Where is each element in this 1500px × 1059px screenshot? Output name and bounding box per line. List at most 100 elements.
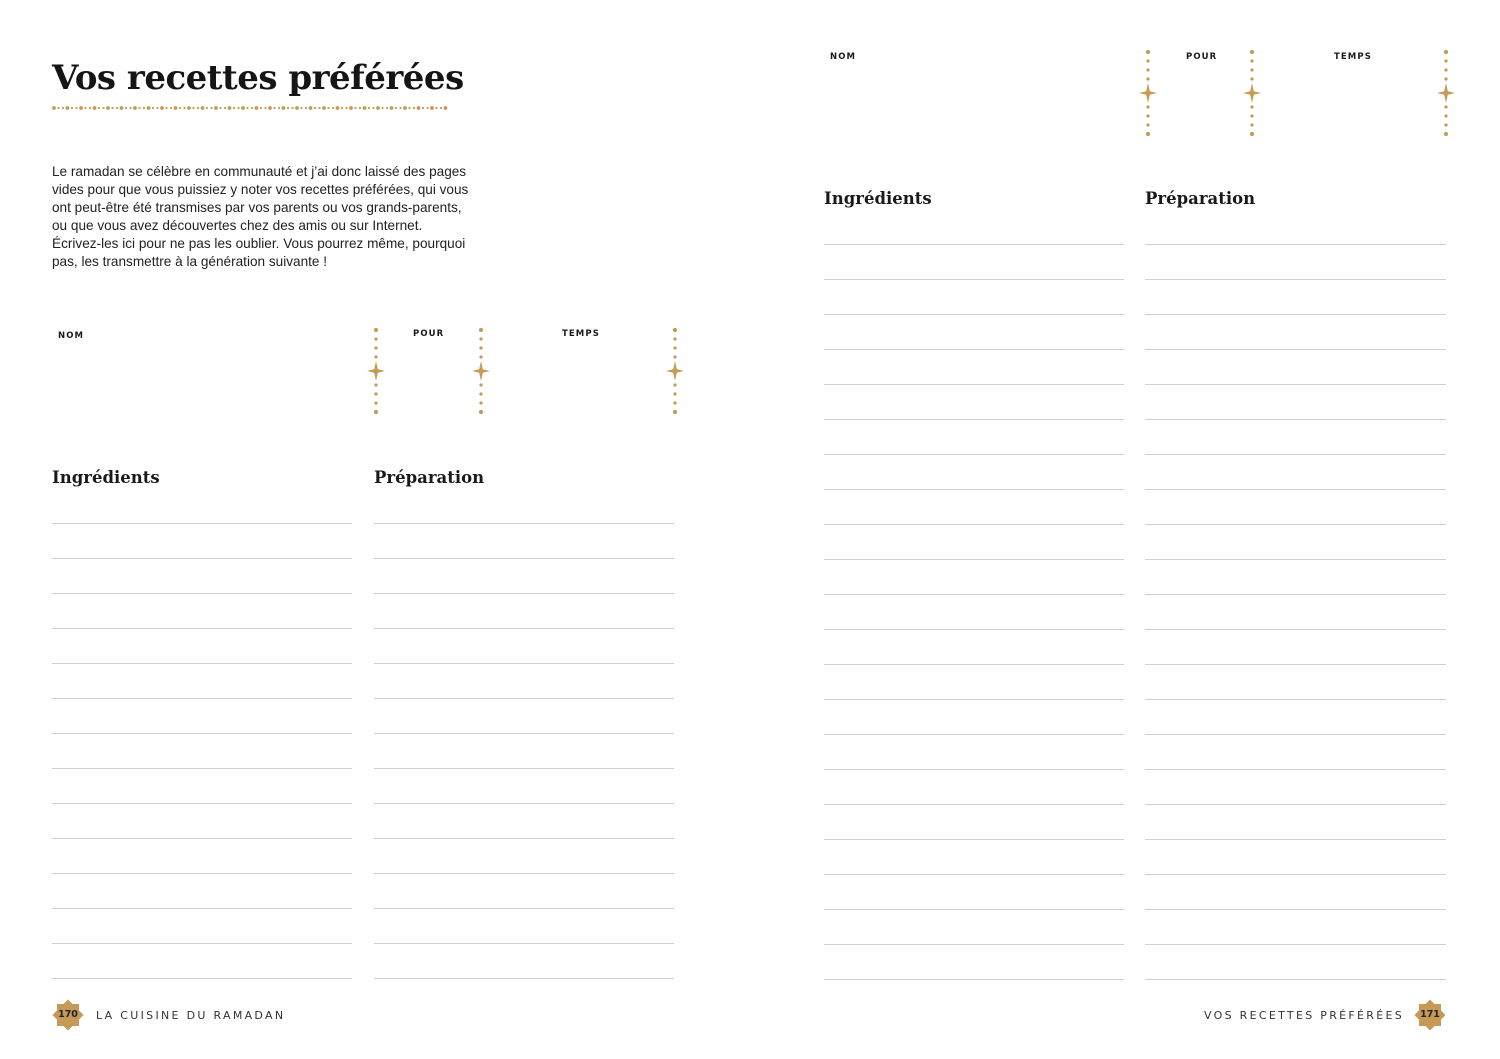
writing-line[interactable] (52, 943, 352, 944)
title-rule-dot (327, 106, 330, 110)
writing-line[interactable] (1145, 874, 1446, 875)
writing-line[interactable] (1145, 979, 1446, 980)
title-rule-dot (381, 106, 384, 110)
writing-line[interactable] (1145, 804, 1446, 805)
writing-line[interactable] (1145, 454, 1446, 455)
time-field-label: TEMPS (1334, 52, 1372, 62)
writing-line[interactable] (824, 839, 1124, 840)
writing-line[interactable] (1145, 944, 1446, 945)
writing-line[interactable] (824, 629, 1124, 630)
writing-line[interactable] (374, 663, 674, 664)
writing-line[interactable] (824, 664, 1124, 665)
writing-line[interactable] (1145, 244, 1446, 245)
writing-line[interactable] (374, 978, 674, 979)
writing-line[interactable] (824, 489, 1124, 490)
title-rule-dot (133, 106, 137, 110)
writing-line[interactable] (1145, 594, 1446, 595)
writing-line[interactable] (824, 804, 1124, 805)
writing-line[interactable] (1145, 839, 1446, 840)
writing-line[interactable] (824, 524, 1124, 525)
writing-line[interactable] (374, 698, 674, 699)
writing-line[interactable] (1145, 909, 1446, 910)
preparation-writing-lines[interactable] (1145, 244, 1446, 984)
writing-line[interactable] (1145, 349, 1446, 350)
star-separator-icon (367, 327, 385, 415)
writing-line[interactable] (52, 838, 352, 839)
writing-line[interactable] (374, 593, 674, 594)
writing-line[interactable] (824, 559, 1124, 560)
ingredients-writing-lines[interactable] (52, 523, 352, 983)
servings-field-label: POUR (1186, 52, 1218, 62)
writing-line[interactable] (374, 768, 674, 769)
writing-line[interactable] (374, 628, 674, 629)
writing-line[interactable] (824, 349, 1124, 350)
writing-line[interactable] (824, 699, 1124, 700)
preparation-writing-lines[interactable] (374, 523, 674, 983)
running-title: LA CUISINE DU RAMADAN (96, 1008, 286, 1022)
writing-line[interactable] (374, 523, 674, 524)
writing-line[interactable] (52, 908, 352, 909)
title-rule-dot (129, 106, 132, 110)
title-rule-dot (426, 106, 429, 110)
writing-line[interactable] (824, 244, 1124, 245)
writing-line[interactable] (824, 944, 1124, 945)
writing-line[interactable] (52, 733, 352, 734)
writing-line[interactable] (374, 803, 674, 804)
writing-line[interactable] (1145, 769, 1446, 770)
writing-line[interactable] (824, 384, 1124, 385)
title-rule-dot (318, 106, 321, 110)
title-rule-dot (160, 106, 164, 110)
writing-line[interactable] (1145, 629, 1446, 630)
writing-line[interactable] (1145, 419, 1446, 420)
writing-line[interactable] (824, 909, 1124, 910)
writing-line[interactable] (52, 523, 352, 524)
writing-line[interactable] (1145, 664, 1446, 665)
writing-line[interactable] (824, 769, 1124, 770)
writing-line[interactable] (374, 943, 674, 944)
writing-line[interactable] (52, 698, 352, 699)
ingredients-writing-lines[interactable] (824, 244, 1124, 984)
writing-line[interactable] (52, 873, 352, 874)
writing-line[interactable] (824, 454, 1124, 455)
writing-line[interactable] (1145, 279, 1446, 280)
writing-line[interactable] (52, 663, 352, 664)
writing-line[interactable] (1145, 734, 1446, 735)
writing-line[interactable] (824, 874, 1124, 875)
title-rule-dot (156, 106, 159, 110)
writing-line[interactable] (1145, 699, 1446, 700)
writing-line[interactable] (52, 558, 352, 559)
writing-line[interactable] (52, 628, 352, 629)
writing-line[interactable] (374, 838, 674, 839)
writing-line[interactable] (374, 873, 674, 874)
title-rule-dot (286, 106, 290, 110)
ingredients-heading: Ingrédients (52, 468, 160, 487)
writing-line[interactable] (1145, 384, 1446, 385)
writing-line[interactable] (1145, 559, 1446, 560)
page-number: 171 (1420, 1009, 1440, 1020)
title-rule-dot (389, 106, 394, 110)
writing-line[interactable] (824, 734, 1124, 735)
writing-line[interactable] (52, 768, 352, 769)
servings-field-label: POUR (413, 329, 445, 339)
writing-line[interactable] (824, 419, 1124, 420)
title-rule-dot (57, 106, 60, 110)
writing-line[interactable] (52, 978, 352, 979)
title-rule-dot (192, 106, 195, 110)
writing-line[interactable] (374, 733, 674, 734)
title-rule-dot (281, 106, 286, 110)
writing-line[interactable] (1145, 314, 1446, 315)
writing-line[interactable] (52, 593, 352, 594)
title-rule-dot (313, 106, 317, 110)
title-rule-dot (124, 106, 128, 110)
writing-line[interactable] (1145, 524, 1446, 525)
writing-line[interactable] (374, 558, 674, 559)
writing-line[interactable] (824, 594, 1124, 595)
writing-line[interactable] (52, 803, 352, 804)
intro-paragraph: Le ramadan se célèbre en communauté et j… (52, 164, 469, 269)
writing-line[interactable] (824, 314, 1124, 315)
writing-line[interactable] (824, 279, 1124, 280)
writing-line[interactable] (824, 979, 1124, 980)
writing-line[interactable] (1145, 489, 1446, 490)
title-rule-dot (308, 106, 313, 110)
writing-line[interactable] (374, 908, 674, 909)
